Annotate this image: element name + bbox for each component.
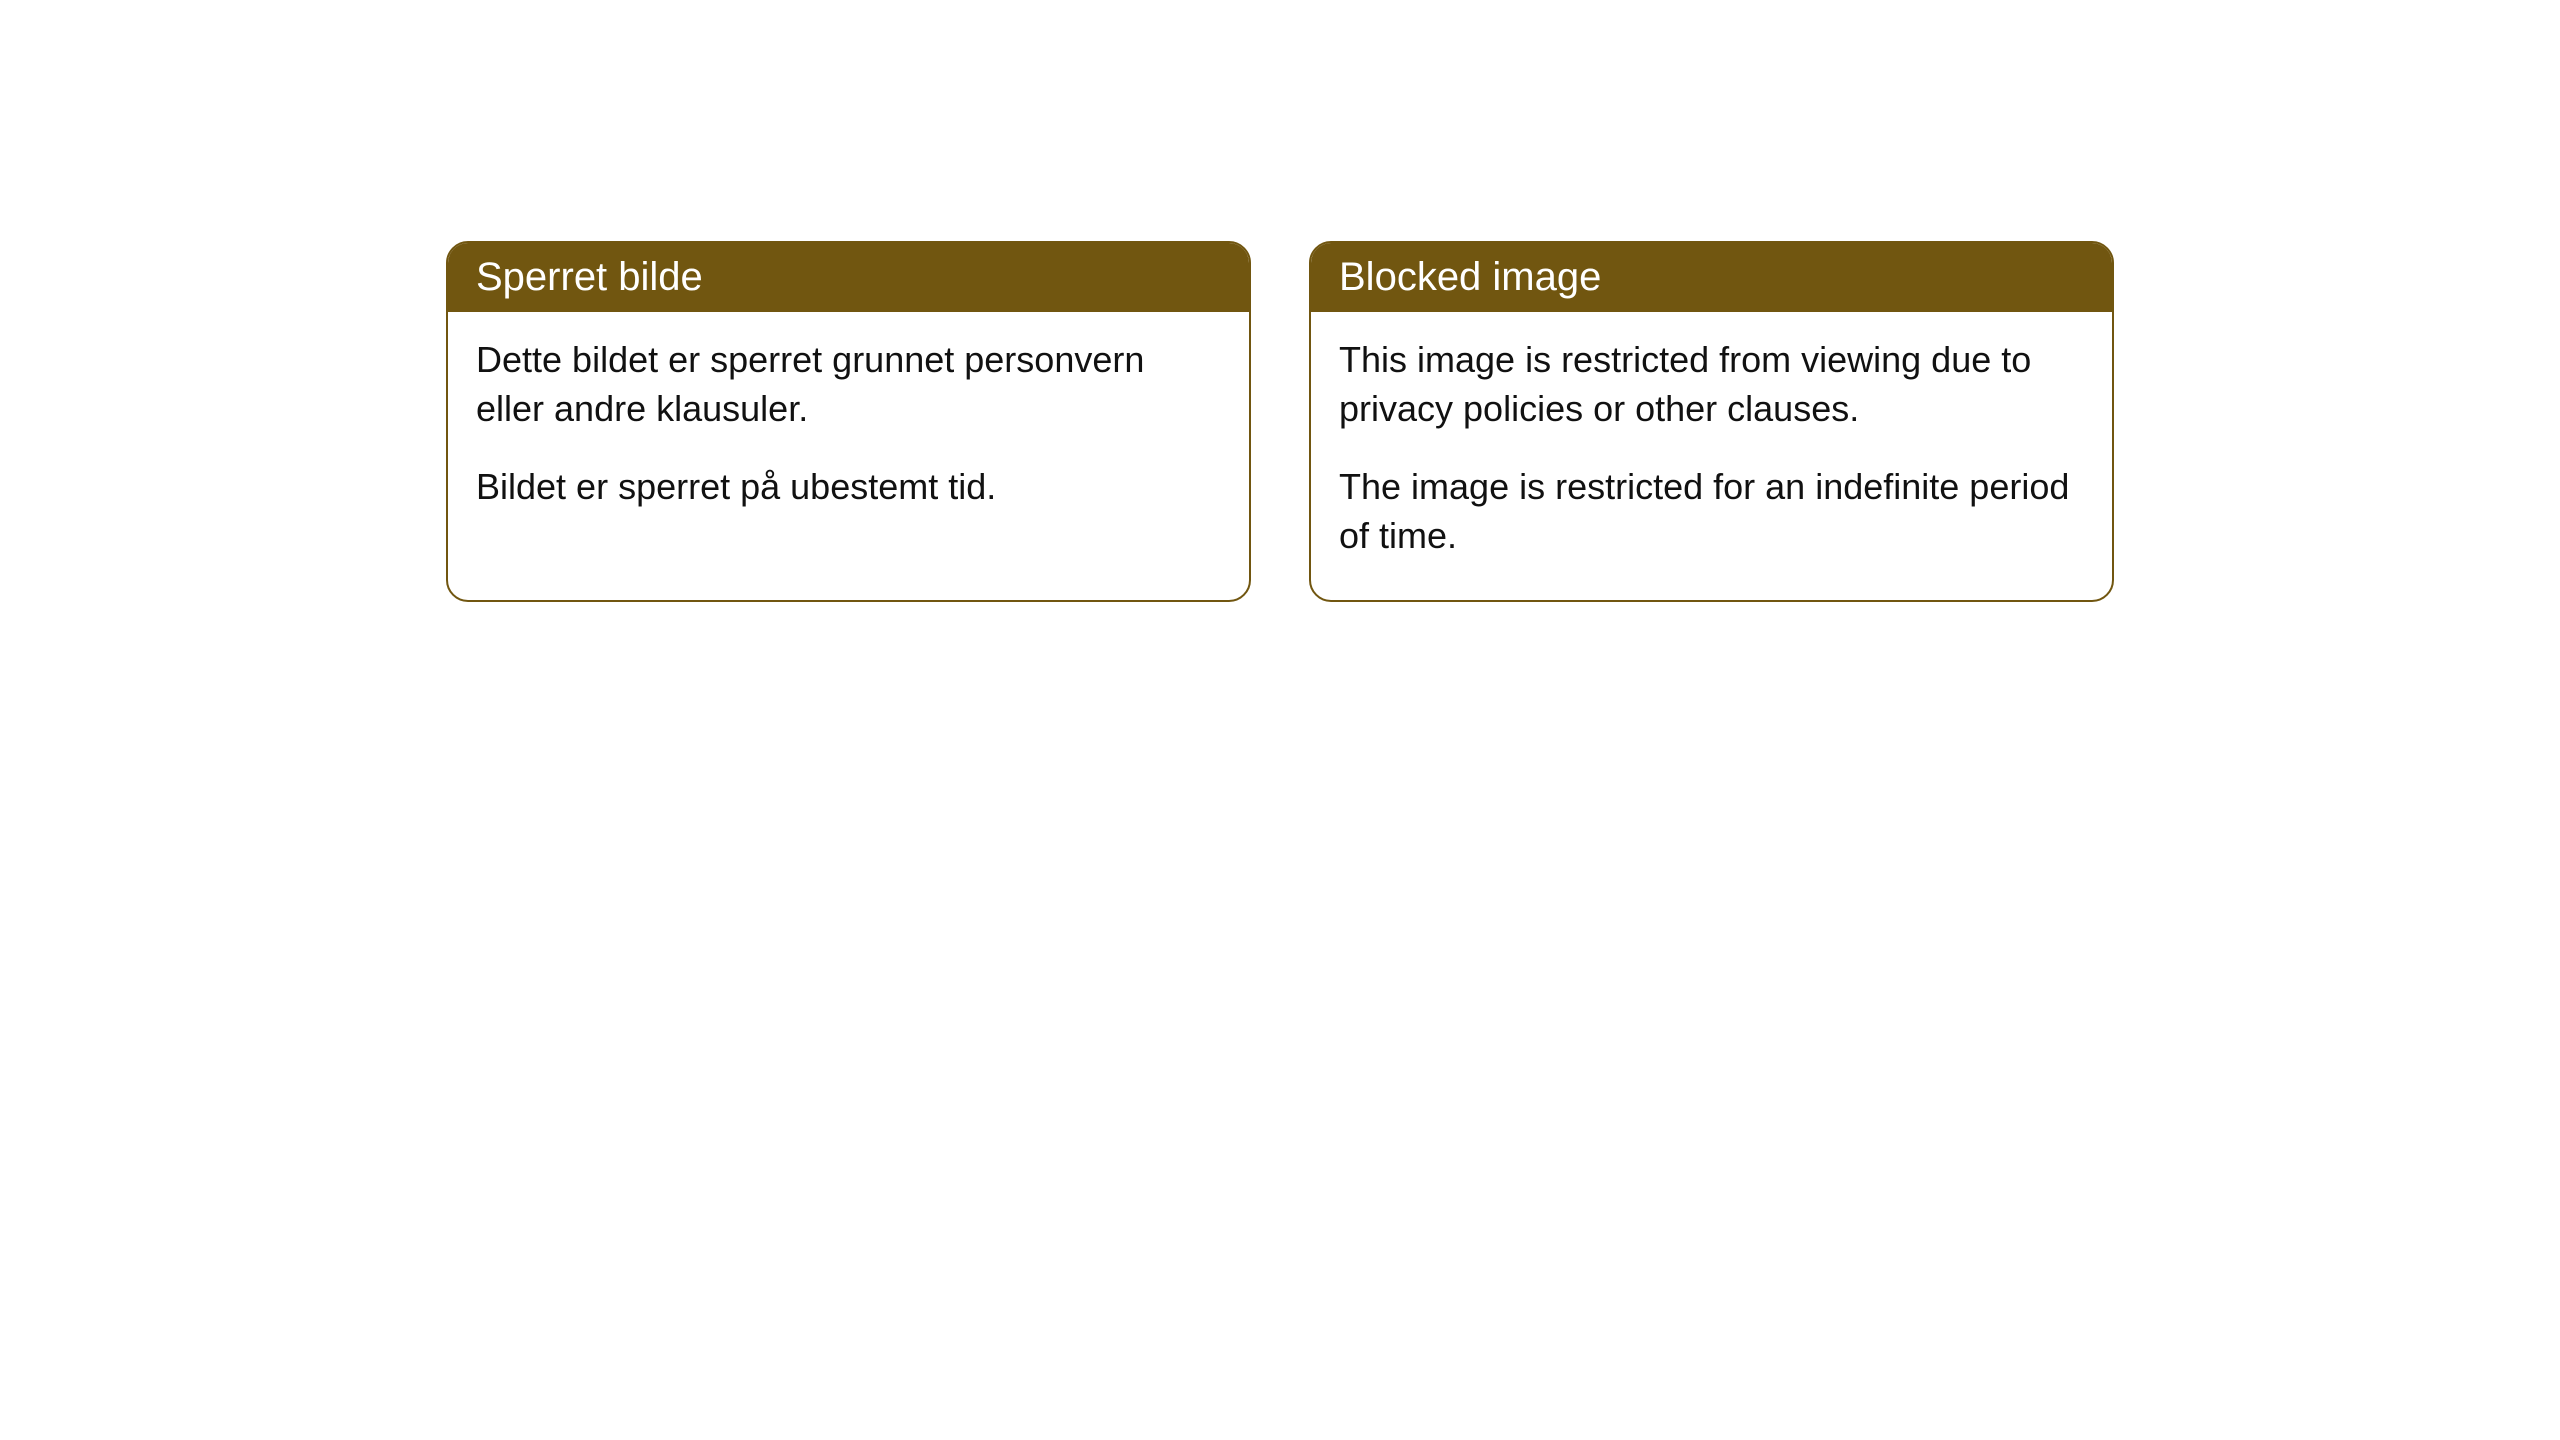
card-header: Blocked image xyxy=(1311,243,2112,312)
card-header: Sperret bilde xyxy=(448,243,1249,312)
card-body: This image is restricted from viewing du… xyxy=(1311,312,2112,600)
card-title: Sperret bilde xyxy=(476,255,703,299)
card-paragraph: The image is restricted for an indefinit… xyxy=(1339,463,2084,560)
card-paragraph: Dette bildet er sperret grunnet personve… xyxy=(476,336,1221,433)
card-paragraph: Bildet er sperret på ubestemt tid. xyxy=(476,463,1221,512)
card-paragraph: This image is restricted from viewing du… xyxy=(1339,336,2084,433)
card-title: Blocked image xyxy=(1339,255,1601,299)
notice-cards-container: Sperret bilde Dette bildet er sperret gr… xyxy=(446,241,2114,602)
notice-card-english: Blocked image This image is restricted f… xyxy=(1309,241,2114,602)
card-body: Dette bildet er sperret grunnet personve… xyxy=(448,312,1249,552)
notice-card-norwegian: Sperret bilde Dette bildet er sperret gr… xyxy=(446,241,1251,602)
